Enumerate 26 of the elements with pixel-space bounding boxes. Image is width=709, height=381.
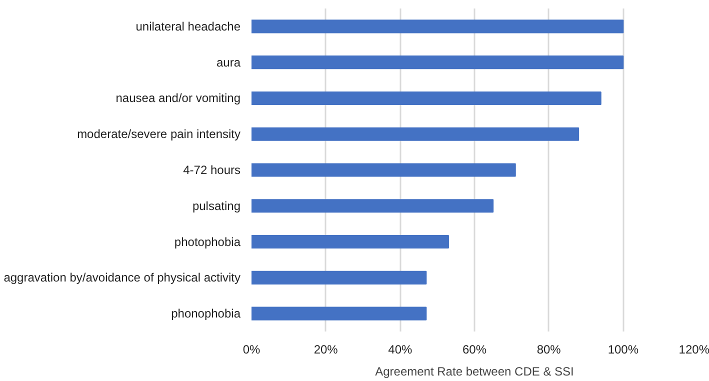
y-tick-label: phonophobia: [171, 306, 241, 321]
y-tick-label: unilateral headache: [136, 19, 241, 34]
x-tick-label: 40%: [388, 342, 413, 356]
x-tick-label: 0%: [242, 342, 260, 356]
x-axis-title: Agreement Rate between CDE & SSI: [375, 364, 574, 378]
bar: [252, 20, 624, 34]
x-tick-label: 120%: [678, 342, 709, 356]
y-tick-label: photophobia: [174, 234, 241, 249]
bar: [252, 91, 602, 106]
bar: [252, 234, 449, 249]
bar: [252, 56, 624, 70]
y-tick-label: 4-72 hours: [183, 163, 241, 177]
y-tick-label: nausea and/or vomiting: [116, 91, 241, 106]
y-tick-label: aggravation by/avoidance of physical activity: [4, 270, 241, 285]
bar: [252, 163, 516, 177]
bar: [252, 127, 580, 141]
x-tick-label: 60%: [462, 342, 487, 356]
bar: [252, 306, 427, 320]
y-tick-label: aura: [216, 55, 241, 70]
bar: [252, 199, 494, 213]
bar: [252, 270, 427, 284]
x-tick-label: 80%: [536, 342, 562, 356]
y-tick-label: moderate/severe pain intensity: [77, 127, 241, 142]
x-tick-label: 20%: [314, 342, 338, 356]
x-tick-label: 100%: [608, 342, 639, 356]
y-tick-label: pulsating: [192, 198, 241, 213]
